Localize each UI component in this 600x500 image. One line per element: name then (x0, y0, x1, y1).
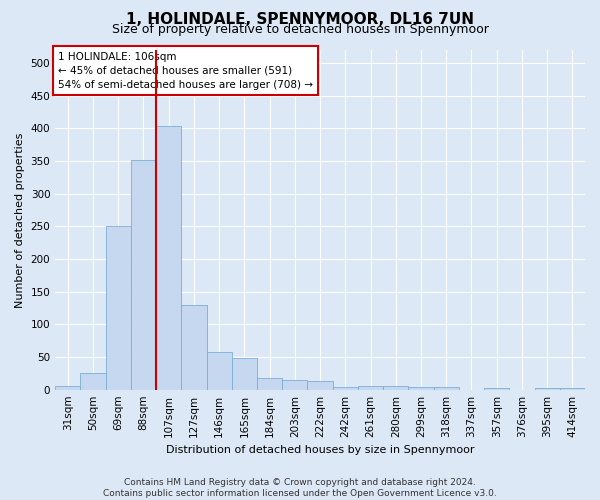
Bar (106, 226, 131, 390)
Text: 1 HOLINDALE: 106sqm
← 45% of detached houses are smaller (591)
54% of semi-detac: 1 HOLINDALE: 106sqm ← 45% of detached ho… (58, 52, 313, 90)
Bar (181, 305, 206, 390)
Bar (156, 126, 181, 390)
Bar (131, 160, 156, 390)
Bar (484, 388, 509, 390)
X-axis label: Distribution of detached houses by size in Spennymoor: Distribution of detached houses by size … (166, 445, 475, 455)
Bar (332, 387, 358, 390)
Bar (55, 386, 80, 390)
Bar (383, 386, 409, 390)
Y-axis label: Number of detached properties: Number of detached properties (15, 132, 25, 308)
Bar (232, 358, 257, 390)
Bar (560, 388, 585, 390)
Text: 1, HOLINDALE, SPENNYMOOR, DL16 7UN: 1, HOLINDALE, SPENNYMOOR, DL16 7UN (126, 12, 474, 28)
Text: Contains HM Land Registry data © Crown copyright and database right 2024.
Contai: Contains HM Land Registry data © Crown c… (103, 478, 497, 498)
Bar (282, 380, 307, 390)
Text: Size of property relative to detached houses in Spennymoor: Size of property relative to detached ho… (112, 22, 488, 36)
Bar (80, 374, 106, 390)
Bar (535, 388, 560, 390)
Bar (257, 378, 282, 390)
Bar (307, 381, 332, 390)
Bar (206, 352, 232, 390)
Bar (409, 387, 434, 390)
Bar (434, 387, 459, 390)
Bar (358, 386, 383, 390)
